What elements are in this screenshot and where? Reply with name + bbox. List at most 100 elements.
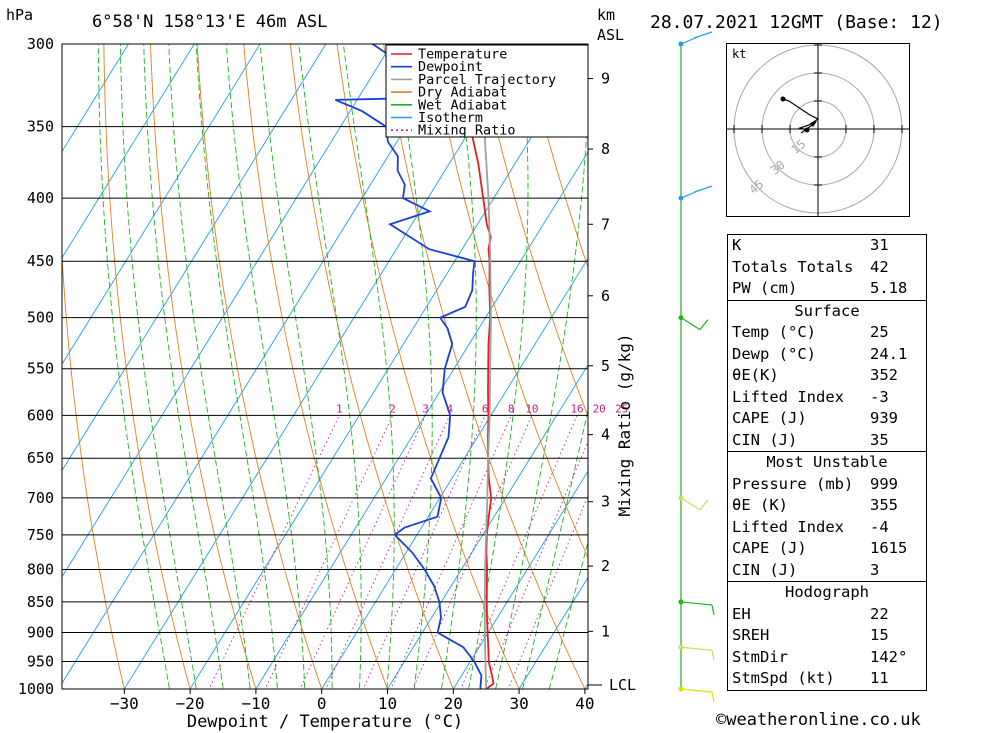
index-label: Totals Totals [732, 257, 854, 276]
km-tick-label: 7 [601, 215, 610, 233]
wind-barb [680, 317, 709, 331]
mixing-ratio-line [483, 440, 588, 689]
index-row: EH 22 [728, 604, 926, 626]
hpa-unit-label: hPa [6, 6, 34, 24]
wind-barb [680, 688, 715, 703]
pressure-tick-label: 450 [27, 252, 54, 270]
wet-adiabat-line [143, 44, 224, 689]
x-tick-label: 0 [317, 694, 327, 713]
index-label: StmDir [732, 647, 788, 666]
index-row: SREH 15 [728, 625, 926, 647]
pressure-tick-label: 900 [27, 624, 54, 642]
index-label: K [732, 236, 742, 254]
isotherm-line [321, 257, 588, 689]
index-label: θE (K) [732, 496, 788, 514]
x-tick-label: −20 [176, 694, 205, 713]
wet-adiabat-line [225, 44, 306, 689]
index-row: Dewp (°C) 24.1 [728, 344, 926, 366]
hodograph: kt 15 30 45 [726, 43, 910, 217]
indices-table: K 31 Totals Totals 42 PW (cm) 5.18 Surface Temp… [727, 234, 927, 691]
isotherm-line [452, 470, 588, 689]
index-label: Lifted Index [732, 387, 844, 406]
wet-adiabat-line [168, 44, 251, 689]
mixing-ratio-label: 6 [482, 402, 489, 415]
pressure-tick-label: 650 [27, 449, 54, 467]
parcel-trajectory-line [476, 44, 492, 689]
dewpoint-line [335, 44, 540, 689]
index-label: SREH [732, 626, 770, 644]
mixing-ratio-label: 20 [593, 402, 606, 415]
index-row: CIN (J) 3 [728, 560, 926, 582]
wind-barb [680, 646, 715, 661]
index-value: 25 [870, 323, 889, 341]
index-label: EH [732, 604, 751, 623]
legend-label: Wet Adiabat [418, 97, 507, 113]
datetime-title: 28.07.2021 12GMT (Base: 12) [650, 12, 943, 33]
isotherm-line [62, 44, 327, 472]
index-label: CIN (J) [732, 430, 798, 449]
mixing-ratio-label: 16 [570, 402, 583, 415]
mixing-ratio-line [208, 415, 340, 689]
index-value: 31 [870, 236, 889, 254]
dry-adiabat-line [150, 44, 257, 689]
index-value: 35 [870, 430, 889, 449]
index-row: StmDir 142° [728, 647, 926, 669]
wet-adiabat-line [97, 44, 170, 689]
pressure-tick-label: 500 [27, 309, 54, 327]
hodograph-unit: kt [732, 47, 746, 61]
pressure-tick-label: 400 [27, 189, 54, 207]
mixing-ratio-label: 8 [508, 402, 515, 415]
pressure-tick-label: 350 [27, 118, 54, 136]
index-row: Pressure (mb) 999 [728, 474, 926, 496]
wet-adiabat-line [259, 44, 333, 689]
mixing-ratio-line [507, 494, 588, 689]
wind-barb [680, 31, 713, 45]
index-value: 355 [870, 496, 898, 514]
dry-adiabat-line [196, 44, 323, 689]
legend-label: Temperature [418, 47, 507, 63]
index-row: CAPE (J) 939 [728, 408, 926, 430]
index-row: Totals Totals 42 [728, 257, 926, 279]
section-title: Hodograph [728, 581, 926, 604]
plot-frame [61, 43, 589, 690]
wind-barb [680, 497, 709, 511]
index-value: 24.1 [870, 344, 908, 363]
mixing-ratio-label: 25 [615, 402, 628, 415]
isotherm-line [518, 576, 588, 689]
km-tick-label: 3 [601, 493, 610, 511]
index-value: 22 [870, 604, 889, 623]
mixing-ratio-label: 1 [336, 402, 343, 415]
index-row: PW (cm) 5.18 [728, 278, 926, 300]
index-label: Lifted Index [732, 517, 844, 536]
pressure-tick-label: 850 [27, 593, 54, 611]
km-tick-label: 1 [601, 622, 610, 640]
section-title: Most Unstable [728, 451, 926, 474]
dry-adiabat-line [990, 0, 1000, 715]
index-row: Lifted Index -3 [728, 387, 926, 409]
isotherm-line [62, 44, 393, 578]
location-title: 6°58'N 158°13'E 46m ASL [92, 12, 328, 32]
km-tick-label: 8 [601, 140, 610, 158]
section-title: Surface [728, 299, 926, 323]
wind-barb [680, 185, 713, 199]
x-tick-label: 20 [444, 694, 463, 713]
dry-adiabat-line [523, 44, 588, 269]
mixing-ratio-line [460, 415, 578, 689]
mixing-ratio-line [264, 415, 394, 689]
wet-adiabat-line [195, 44, 278, 689]
isotherm-line [62, 44, 261, 366]
pressure-tick-label: 700 [27, 489, 54, 507]
pressure-tick-label: 800 [27, 560, 54, 578]
mixing-ratio-label: 10 [525, 402, 538, 415]
index-row: StmSpd (kt) 11 [728, 668, 926, 690]
index-label: Dewp (°C) [732, 344, 816, 363]
mixing-ratio-axis-title: Mixing Ratio (g/kg) [615, 333, 634, 516]
km-tick-label: 9 [601, 70, 610, 88]
x-axis-title: Dewpoint / Temperature (°C) [187, 712, 463, 732]
dry-adiabat-line [62, 248, 125, 689]
mixing-ratio-line [412, 415, 533, 689]
isotherm-line [62, 44, 195, 259]
km-tick-label: 2 [601, 557, 610, 575]
